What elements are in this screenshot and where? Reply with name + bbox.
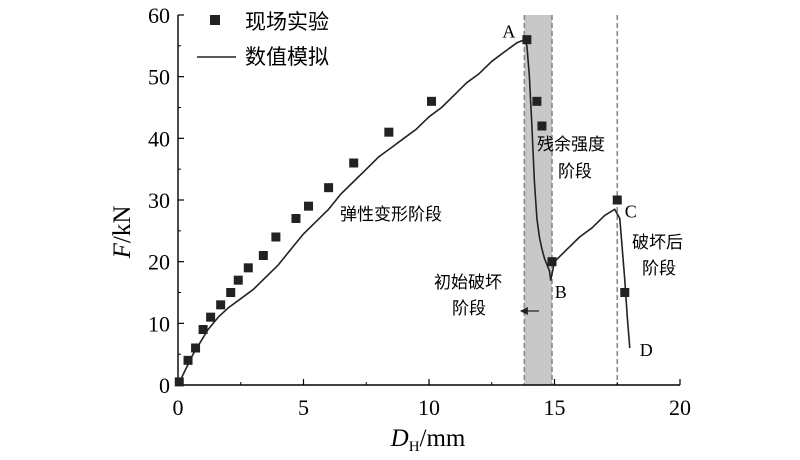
field-test-point [216, 300, 226, 310]
field-test-point [174, 377, 184, 387]
initial-failure-marker [519, 307, 539, 315]
annotation-residual-line1: 残余强度 [537, 135, 605, 155]
field-test-series-markers [174, 35, 630, 387]
field-test-point [612, 195, 622, 205]
annotation-initial-line1: 初始破坏 [434, 273, 502, 293]
legend-marker-field [210, 15, 220, 25]
x-tick-label: 10 [418, 395, 440, 420]
field-test-point [304, 201, 314, 211]
y-tick-label: 10 [148, 311, 170, 336]
field-test-point [191, 343, 201, 353]
field-test-point [349, 158, 359, 168]
annotation-elastic: 弹性变形阶段 [340, 205, 442, 225]
field-test-point [183, 355, 193, 365]
x-axis-title: DH/mm [390, 425, 466, 455]
x-tick-label: 20 [669, 395, 691, 420]
field-test-point [324, 183, 334, 193]
x-ticks: 0 5 10 15 20 [173, 379, 691, 420]
y-ticks: 0 10 20 30 40 50 60 [148, 3, 184, 398]
y-tick-label: 20 [148, 250, 170, 275]
field-test-point [243, 263, 253, 273]
y-tick-label: 0 [159, 373, 170, 398]
axes [177, 15, 680, 386]
field-test-point [522, 35, 532, 45]
y-axis-title: F/kN [109, 206, 136, 260]
field-test-point [226, 288, 236, 297]
x-tick-label: 0 [173, 395, 184, 420]
point-label-c: C [625, 201, 637, 221]
legend-label-sim: 数值模拟 [245, 45, 329, 69]
x-tick-label: 15 [544, 395, 566, 420]
field-test-point [427, 96, 437, 106]
point-label-a: A [502, 22, 515, 42]
annotation-post-line1: 破坏后 [632, 233, 683, 253]
field-test-point [198, 325, 208, 334]
field-test-point [271, 232, 281, 242]
field-test-point [537, 121, 547, 131]
annotation-residual-line2: 阶段 [558, 162, 592, 182]
field-test-point [258, 251, 268, 260]
point-label-d: D [640, 340, 653, 360]
annotation-post-line2: 阶段 [642, 259, 676, 279]
field-test-point [620, 288, 630, 297]
x-tick-label: 5 [298, 395, 309, 420]
y-tick-label: 50 [148, 65, 170, 90]
annotation-initial-line2: 阶段 [452, 299, 486, 319]
field-test-point [532, 96, 542, 106]
y-tick-label: 30 [148, 188, 170, 213]
simulation-series-line [177, 38, 631, 386]
field-test-point [291, 214, 301, 223]
legend: 现场实验 数值模拟 [197, 10, 329, 69]
legend-label-field: 现场实验 [245, 10, 329, 34]
y-tick-label: 40 [148, 126, 170, 151]
field-test-point [384, 127, 394, 137]
point-labels: A B C D [502, 22, 652, 360]
field-test-point [206, 312, 216, 322]
point-label-b: B [555, 282, 567, 302]
field-test-point [547, 257, 557, 267]
y-tick-label: 60 [148, 3, 170, 28]
field-test-point [233, 275, 243, 285]
